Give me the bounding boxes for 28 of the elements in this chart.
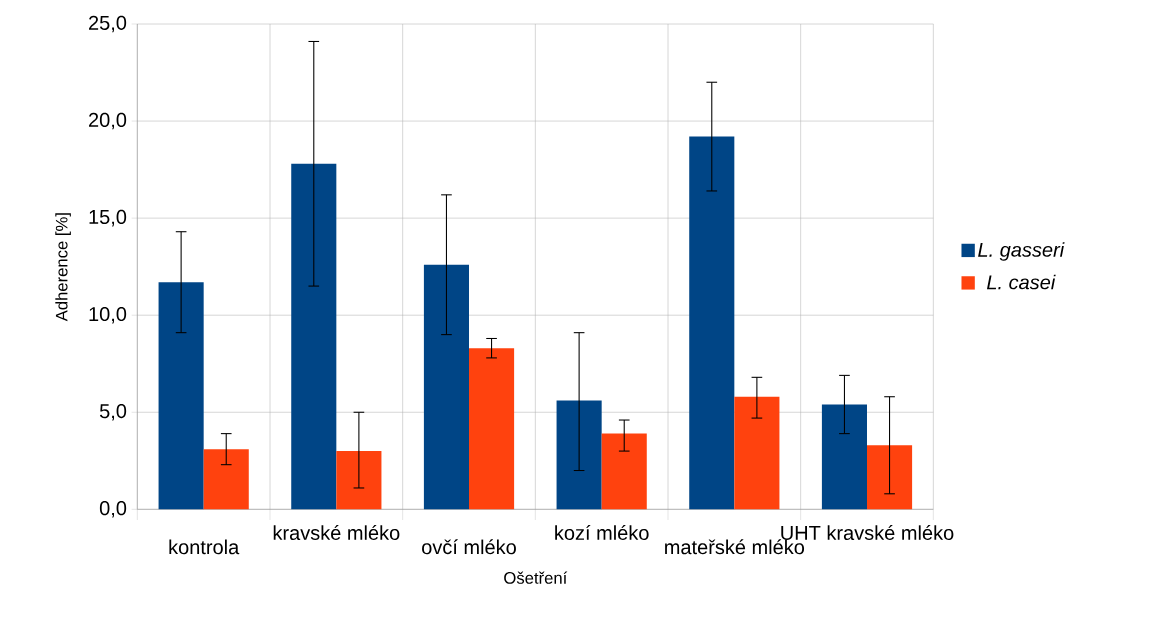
x-axis-title: Ošetření [504, 571, 568, 584]
y-tick-label: 0,0 [99, 500, 127, 518]
x-tick-label: kozí mléko [555, 524, 649, 540]
legend-label: L. casei [986, 274, 1056, 290]
x-tick-label: mateřské mléko [665, 539, 805, 555]
y-tick-label: 20,0 [89, 112, 127, 130]
x-tick-label: kravské mléko [273, 524, 400, 540]
bar [469, 348, 515, 510]
bar [336, 450, 382, 510]
y-tick-label: 15,0 [89, 209, 127, 227]
bar [158, 282, 204, 510]
x-tick-label: ovčí mléko [422, 539, 516, 555]
bar [291, 163, 337, 510]
y-tick-label: 10,0 [89, 306, 127, 324]
bar [423, 264, 469, 510]
bar [821, 404, 867, 510]
y-tick-label: 25,0 [89, 15, 127, 33]
y-axis-title: Adherence [%] [55, 213, 71, 322]
legend-label: L. gasseri [978, 242, 1065, 261]
bar [734, 396, 780, 510]
bar [556, 400, 602, 510]
bar [601, 433, 647, 510]
x-tick-label: UHT kravské mléko [781, 524, 954, 540]
x-tick-label: kontrola [169, 539, 240, 555]
y-tick-label: 5,0 [99, 403, 127, 421]
bar [867, 445, 913, 510]
bar [203, 448, 249, 510]
bar [689, 136, 735, 510]
